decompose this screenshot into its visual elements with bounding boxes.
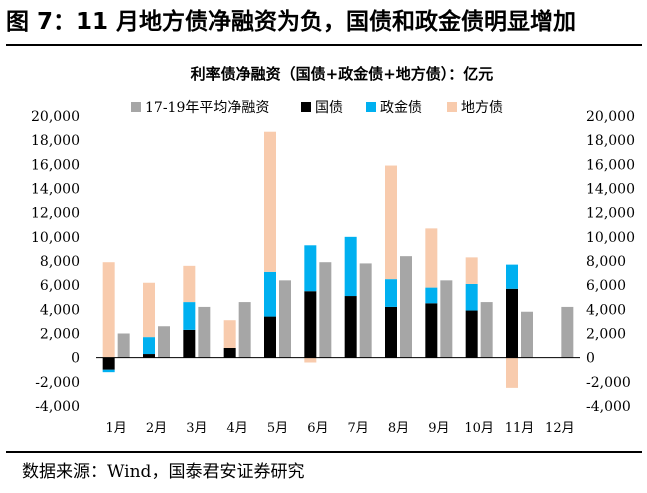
- x-tick-label: 1月: [106, 421, 127, 436]
- bar-policy: [183, 302, 196, 330]
- y-tick-label-right: 0: [586, 351, 595, 367]
- bar-govt: [102, 357, 115, 370]
- bar-local: [385, 165, 397, 280]
- bar-local: [102, 262, 115, 358]
- bar-govt: [143, 354, 155, 358]
- x-tick-label: 8月: [388, 421, 409, 436]
- bar-govt: [344, 296, 357, 358]
- bar-baseline: [400, 256, 412, 358]
- legend-swatch-2: [366, 102, 376, 112]
- bar-govt: [183, 329, 196, 358]
- bar-local: [465, 257, 478, 284]
- bar-baseline: [521, 311, 533, 358]
- x-tick-label: 6月: [307, 421, 328, 436]
- x-tick-label: 7月: [348, 421, 369, 436]
- bar-baseline: [117, 333, 130, 358]
- x-tick-label: 11月: [505, 421, 535, 436]
- bar-local: [304, 357, 317, 363]
- bar-govt: [223, 348, 236, 358]
- y-tick-label-right: -4,000: [586, 399, 631, 415]
- bar-govt: [385, 306, 397, 358]
- legend: 17-19年平均净融资 国债 政金债 地方债: [131, 100, 503, 116]
- y-tick-label-right: 20,000: [586, 109, 635, 125]
- bar-policy: [385, 279, 397, 307]
- y-tick-label-left: 4,000: [40, 302, 80, 318]
- bar-policy: [506, 264, 518, 289]
- bar-baseline: [561, 306, 574, 358]
- y-tick-label-right: 2,000: [586, 327, 626, 343]
- y-tick-label-right: 6,000: [586, 278, 626, 294]
- y-tick-label-right: 4,000: [586, 302, 626, 318]
- bar-policy: [304, 245, 317, 292]
- figure-title: 图 7：11 月地方债净融资为负，国债和政金债明显增加: [6, 9, 577, 35]
- legend-label-2: 政金债: [380, 100, 422, 116]
- legend-label-1: 国债: [315, 100, 343, 116]
- bar-baseline: [198, 306, 211, 358]
- x-tick-label: 9月: [428, 421, 449, 436]
- bar-govt: [465, 310, 478, 358]
- bar-govt: [425, 303, 438, 358]
- x-tick-label: 12月: [545, 421, 575, 436]
- bar-policy: [465, 283, 478, 311]
- chart-title: 利率债净融资（国债+政金债+地方债）：亿元: [191, 65, 494, 83]
- y-tick-label-right: 16,000: [586, 157, 635, 173]
- bar-baseline: [440, 280, 453, 358]
- x-tick-label: 4月: [227, 421, 248, 436]
- y-tick-label-left: -2,000: [35, 375, 80, 391]
- title-rule: [6, 44, 642, 46]
- bar-baseline: [238, 302, 251, 358]
- x-tick-label: 2月: [146, 421, 167, 436]
- y-tick-label-left: 0: [71, 351, 80, 367]
- bar-policy: [344, 236, 357, 297]
- bar-policy: [264, 271, 276, 317]
- y-tick-label-right: 10,000: [586, 230, 635, 246]
- bar-baseline: [158, 326, 170, 358]
- y-tick-label-right: -2,000: [586, 375, 631, 391]
- bar-policy: [102, 369, 115, 373]
- y-tick-label-left: 16,000: [31, 157, 80, 173]
- legend-swatch-3: [447, 102, 457, 112]
- bar-baseline: [319, 262, 332, 358]
- legend-label-0: 17-19年平均净融资: [145, 100, 269, 116]
- bar-govt: [264, 316, 276, 358]
- bar-baseline: [359, 263, 372, 358]
- bar-baseline: [480, 302, 493, 358]
- y-tick-label-left: 10,000: [31, 230, 80, 246]
- x-tick-label: 3月: [186, 421, 207, 436]
- bar-local: [264, 131, 276, 272]
- y-tick-label-left: -4,000: [35, 399, 80, 415]
- y-tick-label-right: 14,000: [586, 182, 635, 198]
- bar-baseline: [279, 280, 291, 358]
- bar-local: [506, 357, 518, 388]
- bar-govt: [304, 291, 317, 358]
- legend-swatch-0: [131, 102, 141, 112]
- y-tick-label-left: 18,000: [31, 133, 80, 149]
- y-tick-label-left: 2,000: [40, 327, 80, 343]
- y-tick-label-left: 6,000: [40, 278, 80, 294]
- y-tick-label-left: 20,000: [31, 109, 80, 125]
- x-tick-label: 10月: [464, 421, 494, 436]
- y-tick-label-left: 12,000: [31, 206, 80, 222]
- source-note: 数据来源：Wind，国泰君安证券研究: [22, 462, 305, 482]
- source-rule: [6, 451, 642, 453]
- y-tick-label-right: 12,000: [586, 206, 635, 222]
- bar-policy: [425, 287, 438, 304]
- y-tick-label-right: 8,000: [586, 254, 626, 270]
- y-tick-label-right: 18,000: [586, 133, 635, 149]
- bar-govt: [506, 288, 518, 358]
- bar-local: [223, 320, 236, 348]
- y-tick-label-left: 14,000: [31, 182, 80, 198]
- x-tick-label: 5月: [267, 421, 288, 436]
- y-tick-label-left: 8,000: [40, 254, 80, 270]
- bar-local: [183, 265, 196, 303]
- bar-local: [425, 228, 438, 288]
- bar-policy: [143, 337, 155, 355]
- legend-label-3: 地方债: [461, 100, 503, 116]
- legend-swatch-1: [301, 102, 311, 112]
- bar-local: [143, 282, 155, 338]
- bars-group: [102, 131, 574, 388]
